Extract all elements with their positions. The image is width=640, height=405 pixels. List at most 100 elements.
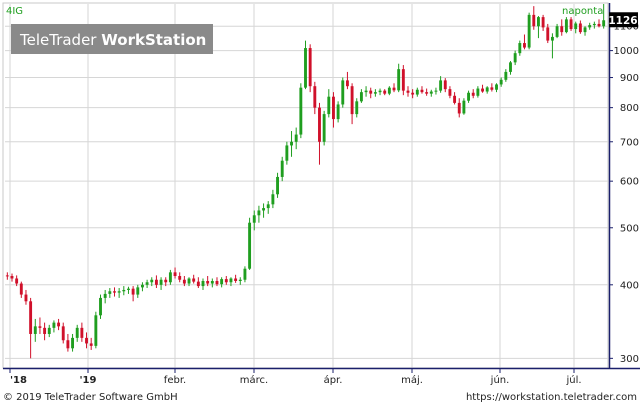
candle-body [285,145,289,161]
y-tick-label: 900 [620,73,639,84]
candle-body [462,100,466,114]
candle [401,65,405,96]
candle [117,288,121,298]
candle [299,83,303,139]
candle-body [518,43,522,54]
candle [345,71,349,90]
candle [308,44,312,93]
footer-url: https://workstation.teletrader.com [466,392,637,403]
candle [518,40,522,56]
candle [57,318,61,331]
candle-body [224,279,228,283]
candle-body [61,326,65,341]
period-label: naponta [562,6,603,17]
x-tick-label: '18 [10,375,27,386]
candle-body [24,294,28,302]
candle-body [569,19,573,30]
y-tick-label: 600 [620,177,639,188]
candle [387,86,391,96]
candle-body [178,276,182,280]
candle [481,84,484,93]
candle-body [33,326,37,334]
candle-body [271,194,275,205]
candle [495,83,498,93]
candle-body [117,291,121,293]
candle [550,33,554,59]
candle [583,26,587,36]
candle-body [299,87,303,135]
candle-body [89,343,93,346]
candle-body [276,176,279,195]
candle [10,273,14,282]
candle [392,83,396,93]
candle-body [509,62,512,72]
candle [210,278,214,288]
candle [411,89,415,99]
candle [178,272,182,283]
y-tick-label: 1000 [614,46,639,57]
candle [159,277,163,290]
candle [597,19,601,28]
candle-body [182,279,186,284]
candle-body [495,84,498,90]
x-axis-ticks: '18 '19 febr. márc. ápr. máj. jún. júl. [9,368,582,386]
candle [192,274,196,284]
candle-body [136,287,140,295]
candle [592,21,596,29]
candle-body [550,36,554,41]
candle [127,286,130,294]
candle [434,87,438,95]
candle-body [280,160,284,177]
candle [425,88,429,96]
candle-body [150,279,154,283]
candle [29,297,33,359]
candle-body [523,43,526,48]
candle [108,288,112,298]
candle [61,322,65,344]
candle [462,98,466,115]
candle-body [373,92,377,94]
candle [443,78,447,93]
x-tick-label: jún. [490,374,510,386]
last-price-marker: 1126 [608,12,638,28]
candle [33,318,37,342]
candle-body [257,210,261,216]
candle-body [127,288,130,290]
candle-body [490,87,494,90]
candle-body [145,282,149,285]
candle-body [485,87,489,92]
candle-body [266,204,270,209]
candle-body [220,279,224,285]
candle [248,217,252,270]
candle [164,277,168,287]
candle-body [471,92,475,96]
candle [145,279,149,289]
candle [80,322,84,342]
candle-body [206,280,210,284]
candle-body [108,291,112,294]
y-tick-label: 700 [620,137,639,148]
y-tick-label: 400 [620,280,639,291]
x-tick-label: júl. [565,374,581,386]
candle-body [201,280,205,287]
candle [527,12,531,50]
candle-body [499,79,503,85]
candle-body [541,17,545,28]
candle-body [57,322,61,327]
candle [588,22,592,30]
candle [243,266,247,283]
candle [415,87,419,97]
candle-body [94,315,98,346]
candle [206,276,210,287]
candle-body [401,69,405,91]
candle-body [583,27,587,33]
candle [457,98,461,118]
candle [359,89,363,103]
candle-body [467,92,471,101]
candle [532,6,536,30]
candle-body [378,90,382,93]
candle-body [448,89,452,96]
candle [19,281,23,298]
candle [285,141,289,165]
candle-body [210,280,214,284]
